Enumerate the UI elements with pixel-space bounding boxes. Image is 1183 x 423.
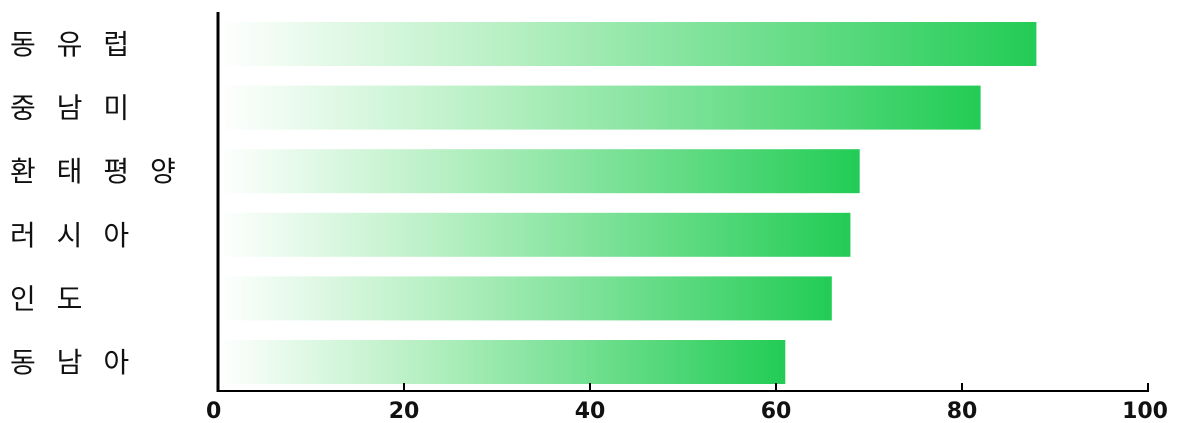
bar — [218, 340, 786, 384]
category-label: 러 시 아 — [10, 219, 135, 252]
bar — [218, 149, 860, 194]
category-label: 인 도 — [10, 282, 88, 315]
category-label: 중 남 미 — [10, 92, 135, 125]
bar — [218, 276, 832, 321]
x-tick-label: 100 — [1122, 399, 1168, 423]
x-tick-label: 80 — [947, 399, 978, 423]
bar — [218, 85, 981, 130]
x-tick-label: 20 — [389, 399, 420, 423]
category-label: 환 태 평 양 — [10, 155, 182, 188]
x-tick-label: 0 — [206, 399, 221, 423]
category-labels: 동 유 럽중 남 미환 태 평 양러 시 아인 도동 남 아 — [10, 28, 182, 379]
category-label: 동 남 아 — [10, 346, 135, 379]
x-tick-label: 40 — [575, 399, 606, 423]
bars-group — [218, 22, 1037, 384]
x-axis-ticks: 0 20 40 60 80 100 — [206, 383, 1168, 423]
category-label: 동 유 럽 — [10, 28, 135, 61]
x-tick-label: 60 — [761, 399, 792, 423]
bar — [218, 22, 1037, 66]
bar — [218, 212, 851, 257]
